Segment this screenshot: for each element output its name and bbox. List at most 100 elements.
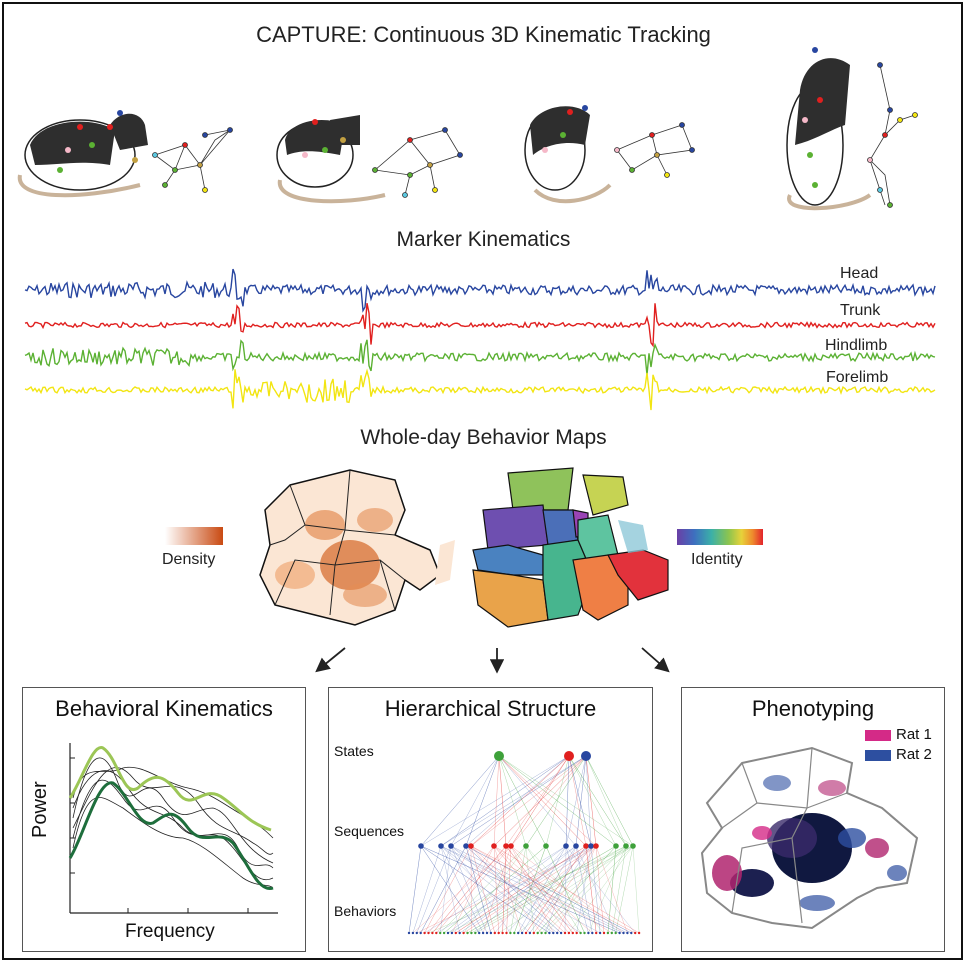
- panel-title-hierarchy: Hierarchical Structure: [384, 696, 597, 721]
- behavior-node: [563, 931, 567, 935]
- sequence-node: [503, 843, 509, 849]
- behavior-node: [602, 931, 606, 935]
- behavior-node: [466, 931, 469, 935]
- behavior-node: [431, 931, 434, 935]
- state-sequence-edge: [585, 755, 592, 847]
- sequence-behavior-edge: [416, 845, 452, 934]
- behavior-node: [540, 931, 543, 935]
- behavior-node: [497, 931, 500, 935]
- sequence-behavior-edge: [514, 845, 547, 934]
- behavior-node: [485, 931, 489, 935]
- sequence-behavior-edge: [467, 845, 617, 934]
- level-label-sequences: Sequences: [334, 823, 405, 839]
- behavior-node: [415, 931, 418, 935]
- kinematics-y-label: Power: [29, 781, 51, 838]
- sequence-behavior-edge: [470, 845, 636, 934]
- sequence-node: [468, 843, 474, 849]
- sequence-behavior-edge: [465, 845, 562, 934]
- trace-hindlimb: [24, 339, 936, 375]
- behavior-node: [532, 931, 535, 935]
- state-sequence-edge: [420, 755, 500, 847]
- sequence-behavior-edge: [450, 845, 558, 934]
- sequence-node: [508, 843, 514, 849]
- state-sequence-edge: [498, 755, 527, 847]
- sequence-behavior-edge: [510, 845, 624, 934]
- state-sequence-edge: [568, 755, 627, 847]
- sequence-behavior-edge: [525, 845, 587, 934]
- behavior-node: [411, 931, 415, 935]
- skeleton-3: [614, 122, 695, 178]
- behavior-node: [423, 931, 426, 935]
- behavior-node: [630, 931, 633, 935]
- sequence-node: [418, 843, 424, 849]
- level-label-states: States: [334, 743, 374, 759]
- phenotyping-panel: Phenotyping Rat 1 Rat 2: [681, 687, 945, 952]
- behavior-node: [474, 931, 477, 935]
- state-sequence-edge: [585, 755, 597, 847]
- identity-colorbar: [677, 529, 763, 545]
- sequence-behavior-edge: [498, 845, 634, 934]
- rat-pose-3: [524, 105, 612, 204]
- sequence-behavior-edge: [537, 845, 617, 934]
- sequence-behavior-edge: [537, 845, 617, 934]
- state-sequence-edge: [510, 755, 570, 847]
- trace-head: [24, 268, 936, 313]
- sequence-behavior-edge: [514, 845, 547, 934]
- marker-kinematics-heading: Marker Kinematics: [396, 228, 571, 251]
- sequence-behavior-edge: [585, 845, 597, 934]
- sequence-behavior-edge: [470, 845, 612, 934]
- sequence-behavior-edge: [450, 845, 628, 934]
- sequence-behavior-edge: [545, 845, 577, 934]
- sequence-behavior-edge: [463, 845, 597, 934]
- spectra-plot: [68, 743, 278, 914]
- sequence-behavior-edge: [443, 845, 547, 934]
- sequence-behavior-edge: [465, 845, 492, 934]
- sequence-behavior-edge: [420, 845, 550, 934]
- behavior-node: [509, 931, 512, 935]
- rat-pose-1: [17, 110, 148, 198]
- sequence-behavior-edge: [510, 845, 577, 934]
- behavior-node: [606, 931, 610, 935]
- sequence-node: [613, 843, 619, 849]
- skeleton-2: [372, 127, 463, 198]
- behavior-node: [544, 931, 547, 935]
- state-sequence-edge: [568, 755, 587, 847]
- sequence-behavior-edge: [568, 845, 634, 934]
- sequence-behavior-edge: [455, 845, 587, 934]
- sequence-behavior-edge: [465, 845, 632, 934]
- behavior-node: [481, 931, 485, 935]
- behavior-node: [548, 931, 551, 935]
- behavior-node: [442, 931, 446, 935]
- marker-trace-plot: [24, 268, 936, 411]
- behavior-node: [458, 931, 461, 935]
- trace-forelimb: [24, 368, 936, 411]
- sequence-behavior-edge: [420, 845, 620, 934]
- state-sequence-edge: [498, 755, 634, 847]
- state-sequence-edge: [585, 755, 627, 847]
- behavior-node: [489, 931, 493, 935]
- sequence-behavior-edge: [420, 845, 480, 934]
- sequence-behavior-edge: [440, 845, 484, 934]
- state-sequence-edge: [420, 755, 570, 847]
- density-map: [259, 469, 455, 626]
- behavior-node: [427, 931, 430, 935]
- behavior-node: [595, 931, 598, 935]
- sequence-behavior-edge: [575, 845, 616, 934]
- sequence-behavior-edge: [518, 845, 567, 934]
- rat-pose-2: [276, 115, 386, 204]
- sequence-behavior-edge: [590, 845, 601, 934]
- state-sequence-edge: [568, 755, 617, 847]
- behavior-node: [520, 931, 524, 935]
- phenotype-map: [700, 746, 919, 930]
- identity-map: [472, 467, 669, 628]
- behavior-node: [575, 931, 578, 935]
- sequence-behavior-edge: [545, 845, 585, 934]
- behavior-node: [610, 931, 613, 935]
- sequence-behavior-edge: [420, 845, 620, 934]
- sequence-node: [448, 843, 454, 849]
- behavior-node: [626, 931, 629, 935]
- sequence-behavior-edge: [475, 845, 634, 934]
- sequence-behavior-edge: [450, 845, 488, 934]
- sequence-behavior-edge: [607, 845, 617, 934]
- sequence-behavior-edge: [465, 845, 632, 934]
